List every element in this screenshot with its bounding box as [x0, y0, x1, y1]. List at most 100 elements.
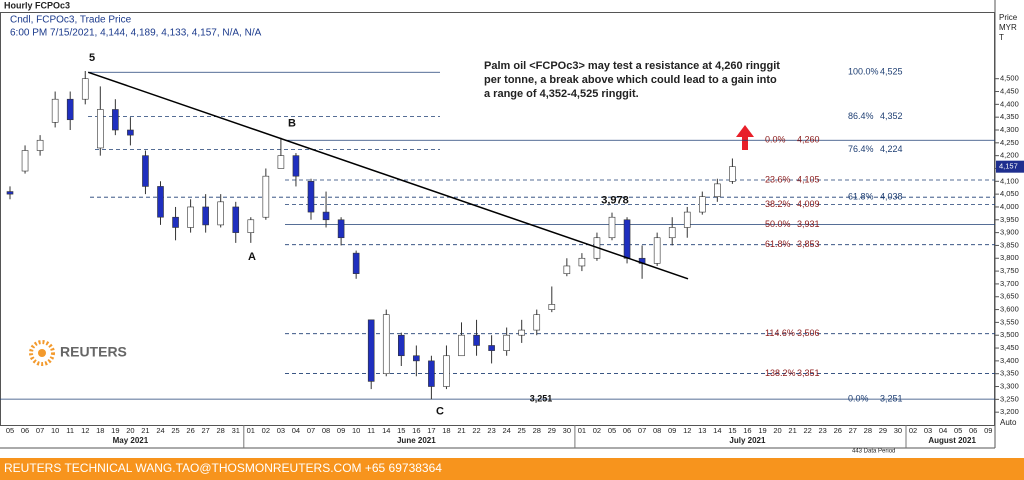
x-tick-label: 10	[352, 426, 360, 435]
candle-body	[247, 219, 255, 233]
y-tick-label: 4,350	[1000, 112, 1019, 121]
fib-ratio: 50.0%	[765, 219, 791, 229]
x-tick-label: 21	[457, 426, 465, 435]
x-tick-label: 28	[533, 426, 541, 435]
y-tick-label: 4,450	[1000, 87, 1019, 96]
candle-body	[367, 319, 375, 382]
candle-body	[518, 329, 526, 336]
x-tick-label: 06	[969, 426, 977, 435]
candle	[262, 168, 270, 220]
y-tick-label: 3,600	[1000, 305, 1019, 314]
chart-title: Hourly FCPOc3	[4, 0, 70, 10]
x-tick-label: 09	[337, 426, 345, 435]
x-tick-label: 02	[909, 426, 917, 435]
x-tick-label: 27	[201, 426, 209, 435]
candle	[337, 217, 345, 246]
x-tick-label: 05	[608, 426, 616, 435]
x-tick-label: 08	[322, 426, 330, 435]
x-tick-label: 09	[984, 426, 992, 435]
candle-body	[307, 181, 315, 213]
x-tick-label: 29	[548, 426, 556, 435]
x-tick-label: 09	[668, 426, 676, 435]
fib-ratio: 38.2%	[765, 199, 791, 209]
candle-body	[277, 155, 285, 169]
y-tick-label: 3,300	[1000, 382, 1019, 391]
x-tick-label: 02	[262, 426, 270, 435]
candle	[66, 91, 74, 130]
candle	[428, 355, 435, 400]
x-tick-label: 03	[277, 426, 285, 435]
y-tick-label: 4,500	[1000, 74, 1019, 83]
point-label: B	[288, 118, 296, 130]
candle	[6, 186, 14, 200]
month-label: July 2021	[729, 436, 766, 445]
y-tick-label: 3,900	[1000, 228, 1019, 237]
candle	[518, 319, 526, 343]
x-tick-label: 14	[713, 426, 721, 435]
x-tick-label: 11	[367, 426, 375, 435]
point-label: 5	[89, 52, 95, 64]
x-tick-label: 20	[773, 426, 781, 435]
fib-price: 3,251	[880, 393, 903, 403]
candle	[157, 181, 164, 225]
x-tick-label: 04	[292, 426, 300, 435]
logo-text: REUTERS	[60, 344, 127, 360]
x-tick-label: 13	[698, 426, 706, 435]
x-tick-label: 23	[487, 426, 495, 435]
y-tick-label: 3,200	[1000, 407, 1019, 416]
candle-body	[563, 265, 571, 274]
annotation-text: Palm oil <FCPOc3> may test a resistance …	[484, 60, 780, 72]
point-label: A	[248, 251, 256, 263]
fib-ratio: 23.6%	[765, 174, 791, 184]
candle-body	[503, 334, 510, 351]
y-tick-label: 3,550	[1000, 317, 1019, 326]
candle-body	[729, 166, 736, 182]
candle	[21, 145, 29, 174]
candle-body	[653, 237, 661, 264]
x-tick-label: 10	[51, 426, 59, 435]
auto-label: Auto	[1000, 418, 1017, 427]
x-tick-label: 16	[412, 426, 420, 435]
candle	[172, 206, 179, 241]
x-tick-label: 16	[743, 426, 751, 435]
y-tick-label: 4,250	[1000, 138, 1019, 147]
candle-body	[142, 155, 149, 187]
candle	[729, 158, 736, 184]
x-tick-label: 03	[924, 426, 932, 435]
x-tick-label: 14	[382, 426, 390, 435]
x-tick-label: 02	[593, 426, 601, 435]
x-tick-label: 04	[939, 426, 947, 435]
annotation-text: a range of 4,352-4,525 ringgit.	[484, 88, 639, 100]
candle-body	[488, 345, 495, 351]
y-tick-label: 4,300	[1000, 125, 1019, 134]
x-tick-label: 18	[96, 426, 104, 435]
axis-title: MYR	[999, 23, 1017, 32]
candle	[142, 150, 149, 195]
fib-price: 4,105	[797, 174, 820, 184]
y-tick-label: 3,400	[1000, 356, 1019, 365]
period-note: 443 Data Period	[852, 449, 895, 455]
candle	[352, 250, 360, 279]
annotation-text: per tonne, a break above which could lea…	[484, 74, 777, 86]
x-tick-label: 19	[758, 426, 766, 435]
candle	[127, 117, 134, 146]
candle-body	[66, 98, 74, 121]
fib-ratio: 61.8%	[848, 192, 874, 202]
x-tick-label: 22	[472, 426, 480, 435]
x-tick-label: 28	[217, 426, 225, 435]
x-tick-label: 06	[21, 426, 29, 435]
fib-price: 3,853	[797, 239, 820, 249]
candle-body	[97, 109, 104, 149]
x-tick-label: 18	[442, 426, 450, 435]
footer-text: REUTERS TECHNICAL WANG.TAO@THOSMONREUTER…	[4, 461, 442, 475]
x-tick-label: 05	[954, 426, 962, 435]
x-tick-label: 19	[111, 426, 119, 435]
candle-body	[322, 211, 330, 221]
candle-body	[683, 211, 691, 228]
y-tick-label: 4,400	[1000, 99, 1019, 108]
candle	[653, 232, 661, 266]
x-tick-label: 29	[879, 426, 887, 435]
fib-ratio: 0.0%	[848, 393, 869, 403]
fib-ratio: 86.4%	[848, 111, 874, 121]
